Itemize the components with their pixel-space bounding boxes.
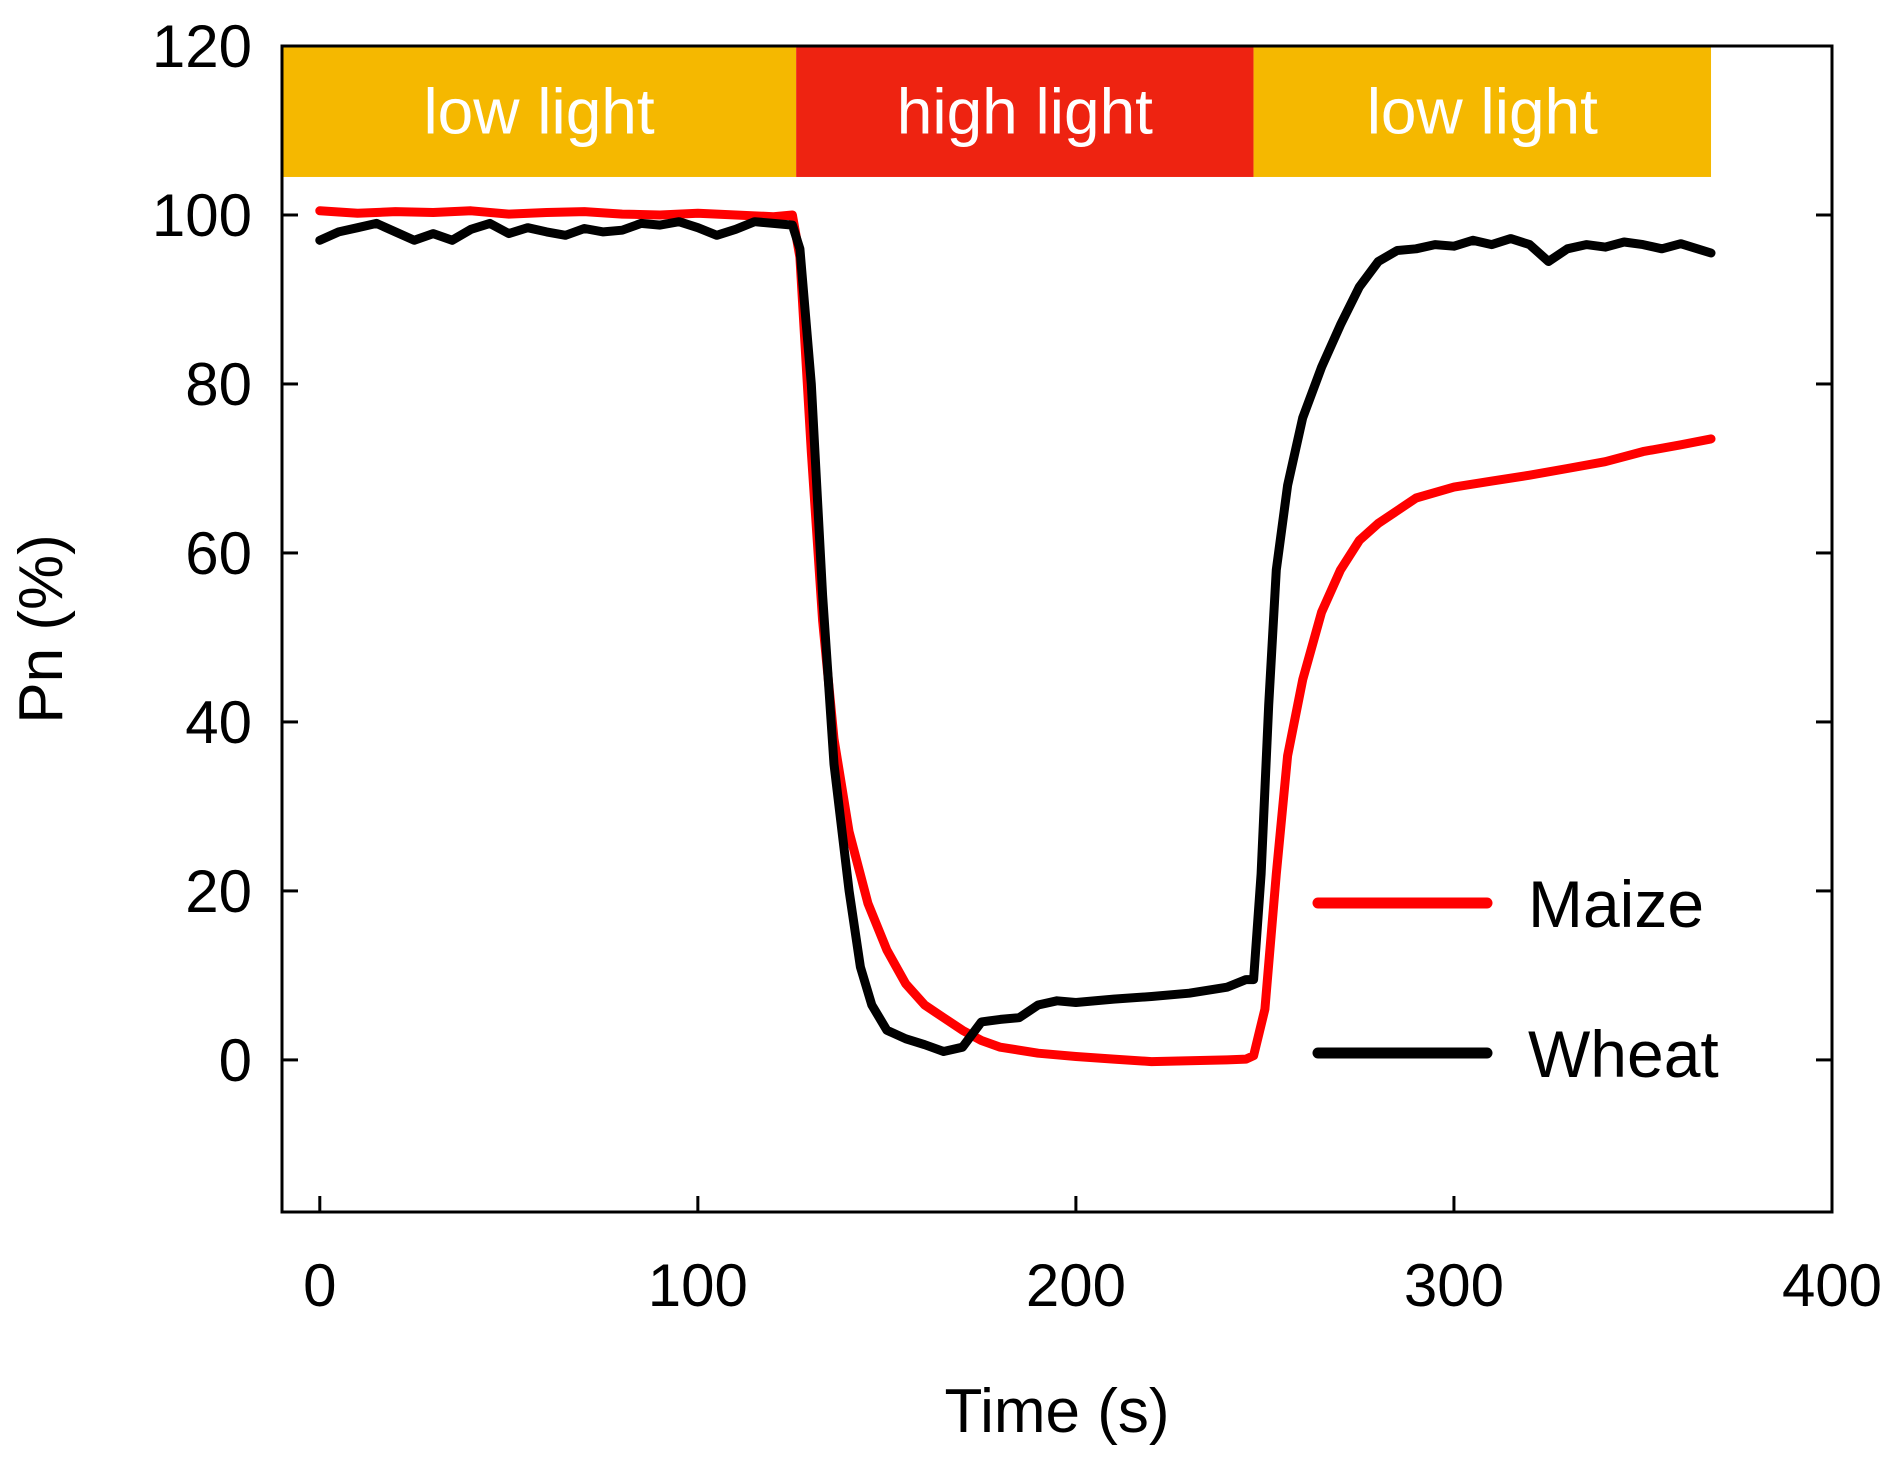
- x-tick-label: 400: [1782, 1252, 1882, 1319]
- y-tick-label: 120: [152, 13, 252, 80]
- axis-ticks: 0 20 40 60 80 100 120 0 100 200 300 400: [152, 13, 1882, 1319]
- band-label-3: low light: [1367, 75, 1598, 147]
- plot-frame: [280, 44, 1834, 1214]
- data-series: [315, 206, 1716, 1067]
- band-label-2: high light: [897, 75, 1153, 147]
- y-axis-title: Pn (%): [7, 534, 76, 723]
- light-condition-bands: low light high light low light: [282, 46, 1712, 177]
- y-tick-label: 80: [185, 351, 252, 418]
- band-2: [796, 46, 1254, 177]
- legend: Maize Wheat: [1312, 867, 1719, 1091]
- y-tick-label: 100: [152, 182, 252, 249]
- series-line-wheat: [315, 217, 1716, 1056]
- band-3: [1253, 46, 1712, 177]
- x-tick-label: 200: [1026, 1252, 1126, 1319]
- band-label-1: low light: [423, 75, 654, 147]
- series-line-maize: [315, 206, 1716, 1067]
- y-tick-label: 60: [185, 520, 252, 587]
- x-tick-label: 0: [303, 1252, 336, 1319]
- legend-label-wheat: Wheat: [1528, 1017, 1719, 1091]
- legend-label-maize: Maize: [1528, 867, 1704, 941]
- x-axis-title: Time (s): [945, 1377, 1170, 1446]
- band-1: [282, 46, 797, 177]
- x-tick-label: 300: [1404, 1252, 1504, 1319]
- y-tick-label: 0: [219, 1027, 252, 1094]
- y-tick-label: 40: [185, 689, 252, 756]
- x-tick-label: 100: [648, 1252, 748, 1319]
- y-tick-label: 20: [185, 858, 252, 925]
